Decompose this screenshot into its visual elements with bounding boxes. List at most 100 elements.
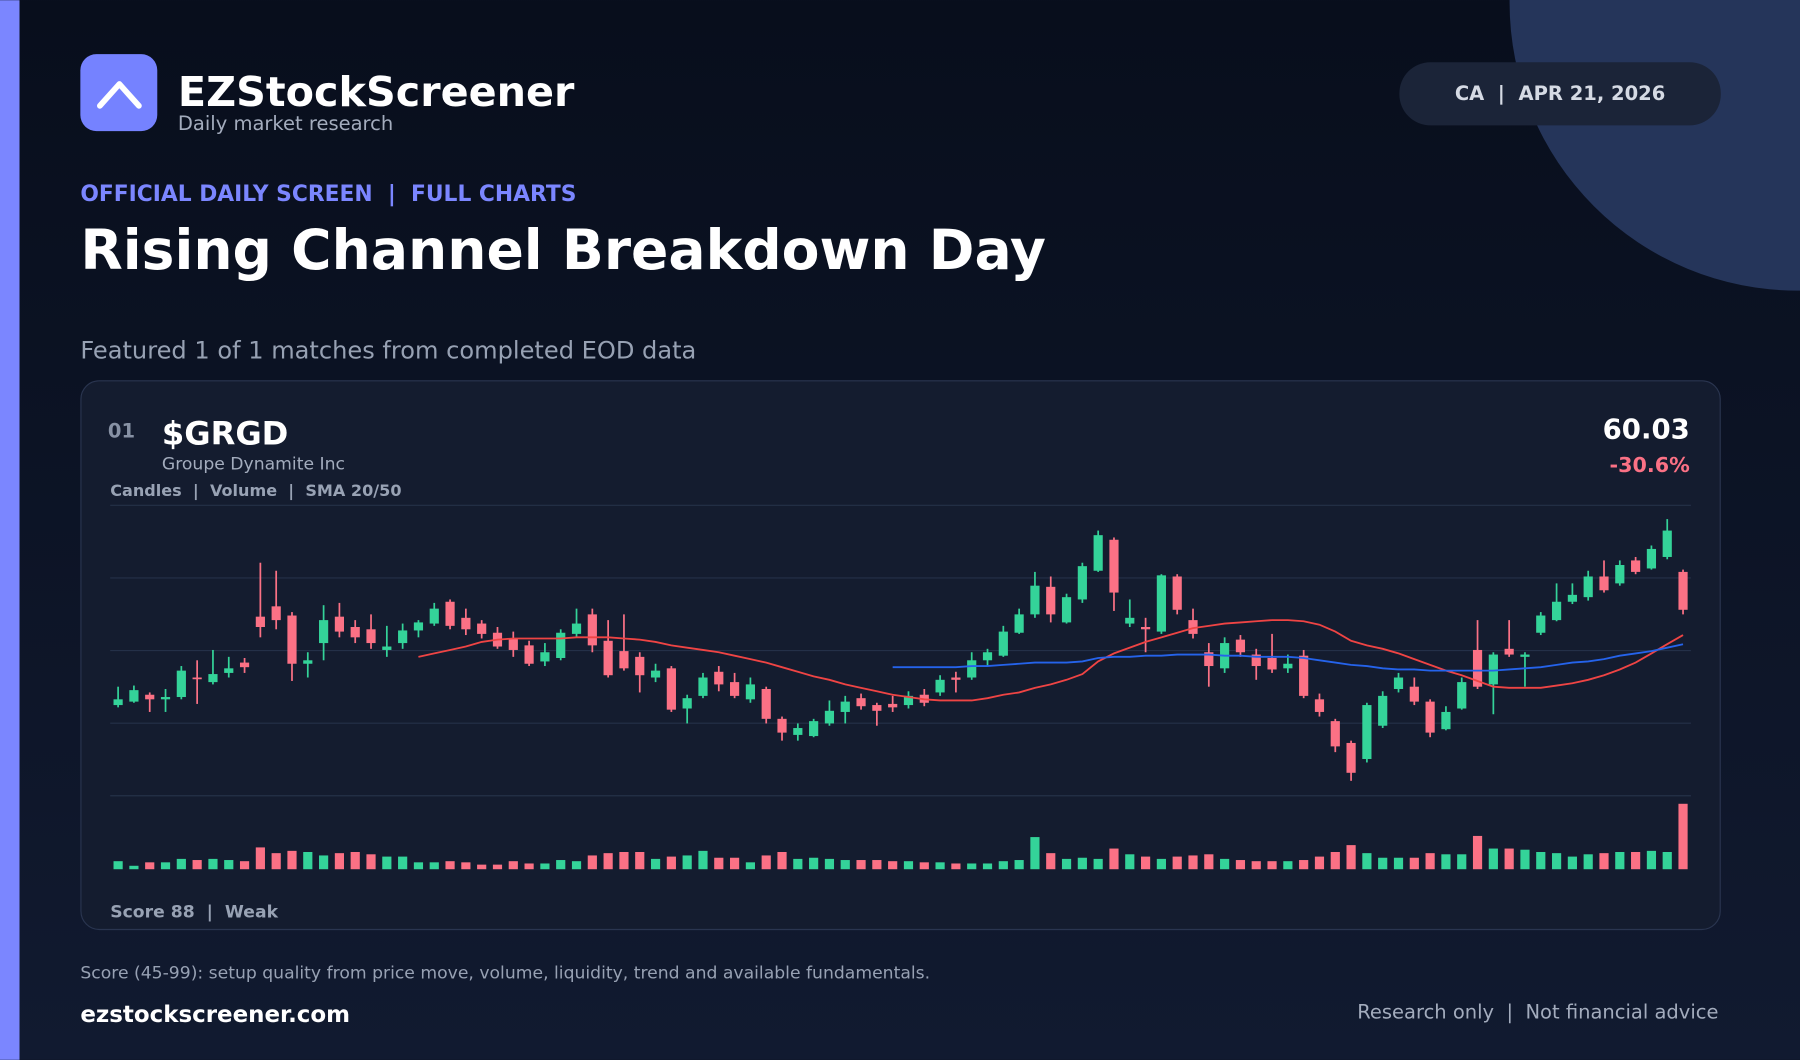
volume-bar (1030, 837, 1040, 870)
candle-body (1551, 601, 1562, 621)
candle-body (856, 698, 866, 707)
candle-body (319, 620, 329, 644)
headline: Rising Channel Breakdown Day (80, 218, 1046, 282)
candle-body (1441, 711, 1451, 730)
volume-bar (1631, 852, 1641, 870)
volume-bar (650, 858, 661, 870)
candle-body (1567, 594, 1577, 602)
kicker: OFFICIAL DAILY SCREEN | FULL CHARTS (80, 182, 576, 207)
candle-body (1488, 654, 1498, 685)
volume-bar (334, 853, 345, 870)
volume-bar (967, 863, 977, 870)
volume-bar (903, 861, 914, 870)
candle-body (809, 721, 819, 737)
candle-body (524, 645, 534, 664)
volume-bar (303, 852, 313, 870)
candle-body (1678, 571, 1688, 610)
candle-body (603, 640, 613, 676)
volume-bar (492, 864, 503, 870)
volume-bar (856, 860, 866, 870)
candle-body (303, 660, 313, 664)
ticker: $GRGD (162, 414, 288, 452)
volume-bar (1140, 856, 1151, 870)
candle-body (1251, 654, 1261, 667)
candle-body (287, 615, 297, 664)
volume-bar (1251, 861, 1261, 870)
volume-bar (714, 857, 724, 870)
sma-line (892, 643, 1684, 672)
candle-body (382, 646, 392, 650)
volume-bar (1283, 861, 1293, 870)
volume-bar (1093, 858, 1103, 870)
candle-body (1536, 615, 1546, 633)
volume-bar (1235, 860, 1246, 870)
candle-body (1457, 682, 1467, 709)
candle-body (461, 617, 471, 630)
volume-bar (1330, 852, 1340, 870)
volume-bar (635, 852, 645, 870)
volume-bar (1125, 854, 1135, 870)
candle-body (508, 638, 518, 650)
candle-body (176, 670, 186, 698)
volume-bar (1457, 854, 1467, 870)
candle-body (1346, 742, 1356, 773)
volume-bar (398, 856, 408, 870)
volume-bar (1109, 848, 1119, 870)
candle-body (872, 705, 882, 711)
candle-body (556, 632, 566, 658)
volume-bar (1567, 856, 1577, 870)
volume-bar (1599, 853, 1609, 870)
date-text: CA | APR 21, 2026 (1455, 82, 1665, 105)
candle-body (540, 652, 550, 662)
volume-bar (192, 860, 202, 870)
candle-body (1425, 701, 1435, 733)
volume-bar (350, 852, 360, 870)
candle-body (192, 677, 202, 680)
disclaimer: Research only | Not financial advice (1357, 1000, 1718, 1023)
candle-body (1125, 617, 1135, 624)
candle-body (967, 660, 977, 678)
candle-body (1330, 721, 1340, 747)
volume-bar (1472, 835, 1483, 870)
candle-body (571, 623, 582, 634)
candle-body (1615, 565, 1625, 584)
candle-body (840, 701, 850, 712)
candle-body (1314, 699, 1325, 712)
volume-bar (1188, 855, 1198, 870)
candle-body (1093, 535, 1103, 571)
volume-bar (556, 860, 566, 870)
volume-bar (840, 860, 850, 870)
volume-bar (366, 854, 376, 870)
volume-bar (1504, 848, 1514, 870)
brand: EZStockScreener (178, 68, 575, 116)
volume-bar (129, 865, 139, 870)
volume-bar (982, 863, 993, 870)
candle-body (1599, 576, 1609, 591)
candle-body (682, 698, 692, 709)
volume-bar (1378, 857, 1388, 870)
accent-stripe (0, 0, 20, 1060)
subtitle: Featured 1 of 1 matches from completed E… (80, 336, 696, 364)
volume-bar (524, 863, 534, 870)
volume-bar (730, 857, 740, 870)
volume-bar (777, 852, 787, 870)
candle-body (1646, 548, 1657, 569)
candle-body (1409, 686, 1419, 702)
volume-bar (508, 861, 518, 870)
candle-body (761, 688, 771, 719)
volume-bar (1409, 857, 1419, 870)
candle-body (398, 630, 408, 644)
candle-body (635, 656, 645, 676)
volume-bar (540, 863, 550, 870)
volume-bar (176, 858, 186, 870)
volume-bar (666, 856, 676, 870)
volume-bar (619, 852, 629, 870)
candle-body (951, 677, 961, 680)
candle-body (1299, 655, 1309, 696)
candle-body (129, 690, 139, 702)
volume-bar (998, 861, 1008, 870)
chart (110, 504, 1691, 870)
candle-body (793, 728, 803, 735)
